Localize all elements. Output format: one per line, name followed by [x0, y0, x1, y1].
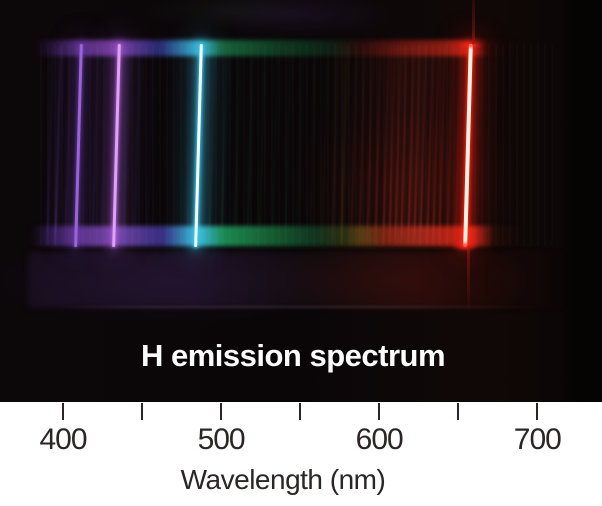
tick-mark-450 [141, 403, 144, 420]
tick-mark-550 [299, 403, 302, 420]
spectrum-reflection [28, 252, 568, 308]
spectrum-photo: H emission spectrum [0, 0, 602, 402]
red-line-streak-top [472, 0, 475, 44]
tick-mark-400 [62, 403, 64, 420]
tick-mark-700 [536, 403, 539, 420]
tick-mark-500 [220, 403, 223, 420]
tick-mark-650 [457, 403, 460, 420]
axis-label: Wavelength (nm) [180, 464, 386, 495]
reflection-edge-line [55, 306, 545, 308]
spectrum-band-top [0, 40, 602, 56]
figure-title: H emission spectrum [140, 338, 446, 373]
tick-label-600: 600 [355, 423, 404, 456]
photo-frame-edge [0, 0, 602, 402]
tick-label-700: 700 [513, 423, 562, 456]
red-line-streak-bottom [467, 246, 470, 314]
tick-label-500: 500 [197, 423, 246, 456]
tick-label-400: 400 [39, 423, 87, 456]
tick-mark-600 [378, 403, 381, 420]
